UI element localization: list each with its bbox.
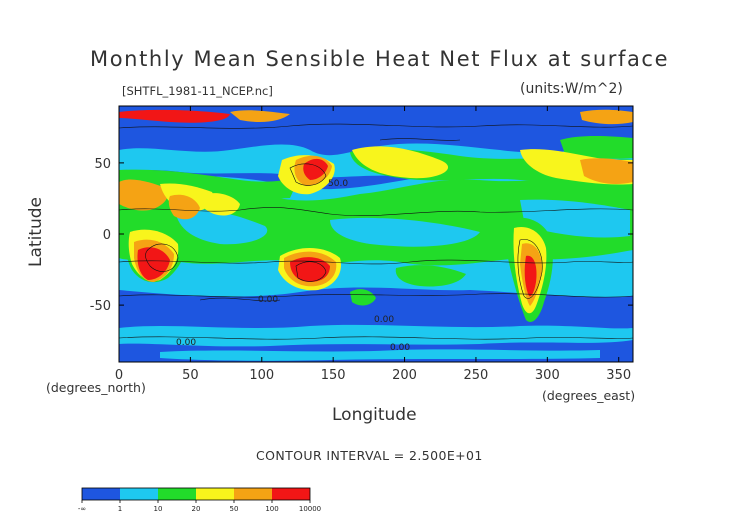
cyan-gap-2 <box>330 217 480 247</box>
colorbar-tick-label: 10000 <box>299 505 321 513</box>
contour-label: 0.00 <box>390 343 410 353</box>
nz-green <box>350 289 376 306</box>
x-tick-label: 50 <box>182 368 199 383</box>
south-america-red <box>524 255 537 297</box>
contour-label: 0.00 <box>258 295 278 305</box>
colorbar-swatch <box>82 488 120 500</box>
y-tick-label: 50 <box>94 157 111 172</box>
north-pacific-yellow <box>352 146 449 179</box>
cyan-gap-1 <box>175 209 268 245</box>
x-tick-label: 200 <box>392 368 417 383</box>
australia-red <box>290 257 330 282</box>
y-tick-label: 0 <box>103 228 111 243</box>
colorbar-tick-label: 50 <box>230 505 239 513</box>
contour-label: 50.0 <box>328 179 348 189</box>
southern-pacific-green <box>395 265 466 287</box>
contour-label: 0.00 <box>374 315 394 325</box>
north-america-green <box>560 136 633 159</box>
colorbar-tick-label: 1 <box>118 505 122 513</box>
colorbar-swatch <box>234 488 272 500</box>
greenland-orange <box>230 110 290 122</box>
x-tick-label: 300 <box>535 368 560 383</box>
units-label: (units:W/m^2) <box>520 81 623 97</box>
y-axis-ticks: -50 0 50 <box>90 157 633 314</box>
chart-title: Monthly Mean Sensible Heat Net Flux at s… <box>90 47 670 71</box>
x-tick-label: 100 <box>249 368 274 383</box>
antarctic-cyan <box>160 349 600 361</box>
y-unit-note: (degrees_north) <box>46 380 146 395</box>
x-tick-label: 150 <box>321 368 346 383</box>
x-tick-label: 250 <box>464 368 489 383</box>
colorbar-tick-label: -∞ <box>78 505 86 513</box>
southern-cyan-streak <box>119 324 633 347</box>
india-yellow <box>199 193 240 216</box>
canada-orange <box>580 158 633 184</box>
y-tick-label: -50 <box>90 299 111 314</box>
x-axis-ticks: 0 50 100 150 200 250 300 350 <box>115 106 631 383</box>
plot-area <box>119 106 633 362</box>
colorbar-swatch <box>272 488 310 500</box>
x-unit-note: (degrees_east) <box>542 388 636 403</box>
europe-orange <box>119 179 169 211</box>
colorbar: -∞ 1 10 20 50 100 10000 <box>78 487 321 513</box>
colorbar-tick-label: 100 <box>265 505 278 513</box>
siberia-orange <box>580 109 633 125</box>
contour-lines <box>119 123 633 340</box>
x-axis-label: Longitude <box>332 405 417 425</box>
chart-subtitle: [SHTFL_1981-11_NCEP.nc] <box>122 84 273 98</box>
greenland-red <box>119 109 230 123</box>
x-tick-label: 0 <box>115 368 123 383</box>
colorbar-swatch <box>120 488 158 500</box>
arabia-orange <box>168 194 200 220</box>
colorbar-swatch <box>158 488 196 500</box>
colorbar-tick-label: 10 <box>154 505 163 513</box>
contour-labels: 0.00 0.00 0.00 0.00 50.0 <box>176 179 410 353</box>
contour-label: 0.00 <box>176 338 196 348</box>
x-tick-label: 350 <box>606 368 631 383</box>
contour-interval-text: CONTOUR INTERVAL = 2.500E+01 <box>256 448 483 463</box>
colorbar-swatch <box>196 488 234 500</box>
colorbar-tick-label: 20 <box>192 505 201 513</box>
